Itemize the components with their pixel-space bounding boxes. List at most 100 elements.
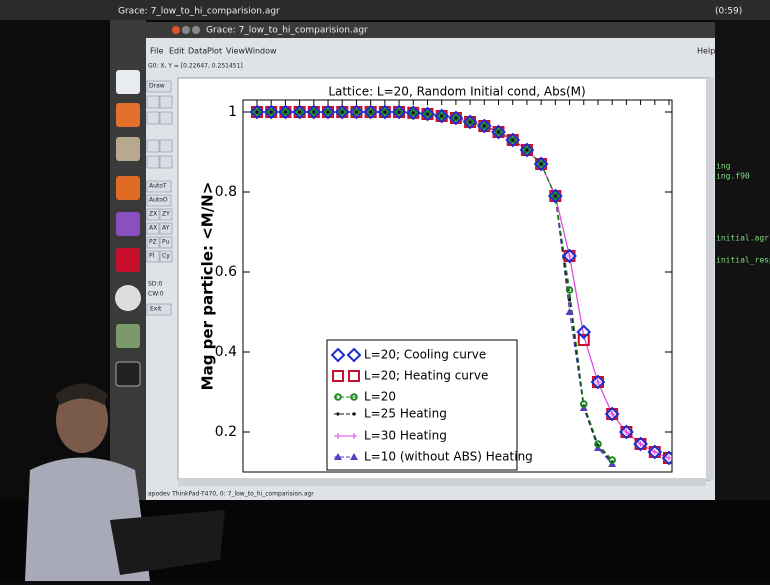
launcher-icon[interactable] [116,212,140,236]
data-point [425,112,430,116]
data-point [609,411,616,417]
data-point [397,110,401,114]
status-bar: apodev ThinkPad-T470, 0: 7_low_to_hi_com… [148,491,314,498]
tool-label[interactable]: Draw [149,83,165,90]
tool-label[interactable]: PZ [149,239,157,246]
launcher-icon[interactable] [116,103,140,127]
coords: G0: X, Y = [0.22647, 0.251451] [148,63,243,70]
data-point [547,188,563,204]
launcher-icon[interactable] [116,324,140,348]
presenter-head [56,387,108,453]
launcher-icon[interactable] [116,176,140,200]
launcher-icon[interactable] [116,137,140,161]
menu-item[interactable]: Data [188,47,207,56]
terminal [715,20,770,500]
tool-label[interactable]: AutoO [149,197,168,204]
data-point [508,136,517,144]
scrollbar[interactable] [706,78,714,480]
tool-button[interactable] [146,180,172,193]
tool-label[interactable]: ZX [149,211,157,218]
tool-button[interactable] [146,194,172,207]
menu-item[interactable]: View [226,47,245,56]
tool-button[interactable] [146,236,160,249]
tool-button[interactable] [146,80,172,93]
info-label: CW:0 [148,291,164,298]
data-point [423,110,432,118]
tool-label[interactable]: AutoT [149,183,167,190]
menu-bar: File Edit Data Plot View Window [150,47,277,56]
data-point [366,108,375,116]
legend-box [326,339,518,471]
data-point [434,108,450,124]
info-label: SD:0 [148,281,162,288]
launcher-icon[interactable] [116,248,140,272]
tool-button[interactable] [159,250,173,263]
data-point [320,104,336,120]
legend-marker [336,412,340,416]
tool-label[interactable]: Cy [162,253,170,260]
tool-label[interactable]: Pl [149,253,155,260]
launcher-icon[interactable] [115,361,141,387]
tool-button[interactable] [146,155,160,169]
maximize-button[interactable] [192,26,200,34]
tool-button[interactable] [146,95,160,109]
tool-button[interactable] [146,222,160,235]
data-point [334,104,350,120]
data-point [565,286,574,294]
presenter-hair [55,383,108,405]
data-point [253,108,261,116]
data-point [567,298,572,302]
launcher-icon[interactable] [115,285,141,311]
menu-item[interactable]: File [150,47,163,56]
close-button[interactable] [172,26,180,34]
data-point [391,104,407,120]
terminal-line: initial.agr [716,234,769,243]
data-point [377,104,393,120]
data-point [326,110,330,114]
window-titlebar [146,22,715,38]
tool-button[interactable] [159,155,173,169]
legend-marker [350,393,358,401]
data-point [295,108,304,116]
data-point [409,109,418,117]
data-point [283,110,288,114]
data-point [340,110,344,114]
tool-button[interactable] [159,222,173,235]
tool-button[interactable] [159,95,173,109]
data-point [565,308,574,315]
menu-item[interactable]: Window [245,47,277,56]
menu-item[interactable]: Edit [169,47,185,56]
tool-label[interactable]: ZY [162,211,170,218]
top-bar [0,0,770,20]
legend-marker [335,433,341,439]
chart: Lattice: L=20, Random Initial cond, Abs(… [199,85,673,473]
exit-button[interactable] [146,303,172,316]
y-tick-label: 0.4 [215,344,237,360]
tool-button[interactable] [159,139,173,153]
tool-button[interactable] [146,208,160,221]
data-point [306,104,322,120]
tool-label[interactable]: AX [149,225,157,232]
tool-button[interactable] [159,236,173,249]
tool-label[interactable]: Pu [162,239,170,246]
tool-label[interactable]: AY [162,225,170,232]
menu-item[interactable]: Help [697,47,715,56]
menu-item[interactable]: Plot [207,47,222,56]
data-point [651,449,658,455]
y-tick-label: 1 [228,104,237,120]
data-point [519,142,535,158]
chart-title: Lattice: L=20, Random Initial cond, Abs(… [328,85,585,99]
data-point [263,104,279,120]
tool-button[interactable] [159,208,173,221]
tool-button[interactable] [146,250,160,263]
data-point [381,108,389,116]
tool-button[interactable] [159,111,173,125]
scrollbar[interactable] [178,478,706,486]
minimize-button[interactable] [182,26,190,34]
tool-button[interactable] [146,139,160,153]
exit-label[interactable]: Exit [150,306,162,313]
tool-button[interactable] [146,111,160,125]
launcher-icon[interactable] [116,70,140,94]
data-point [468,120,472,124]
legend-marker [334,393,342,401]
